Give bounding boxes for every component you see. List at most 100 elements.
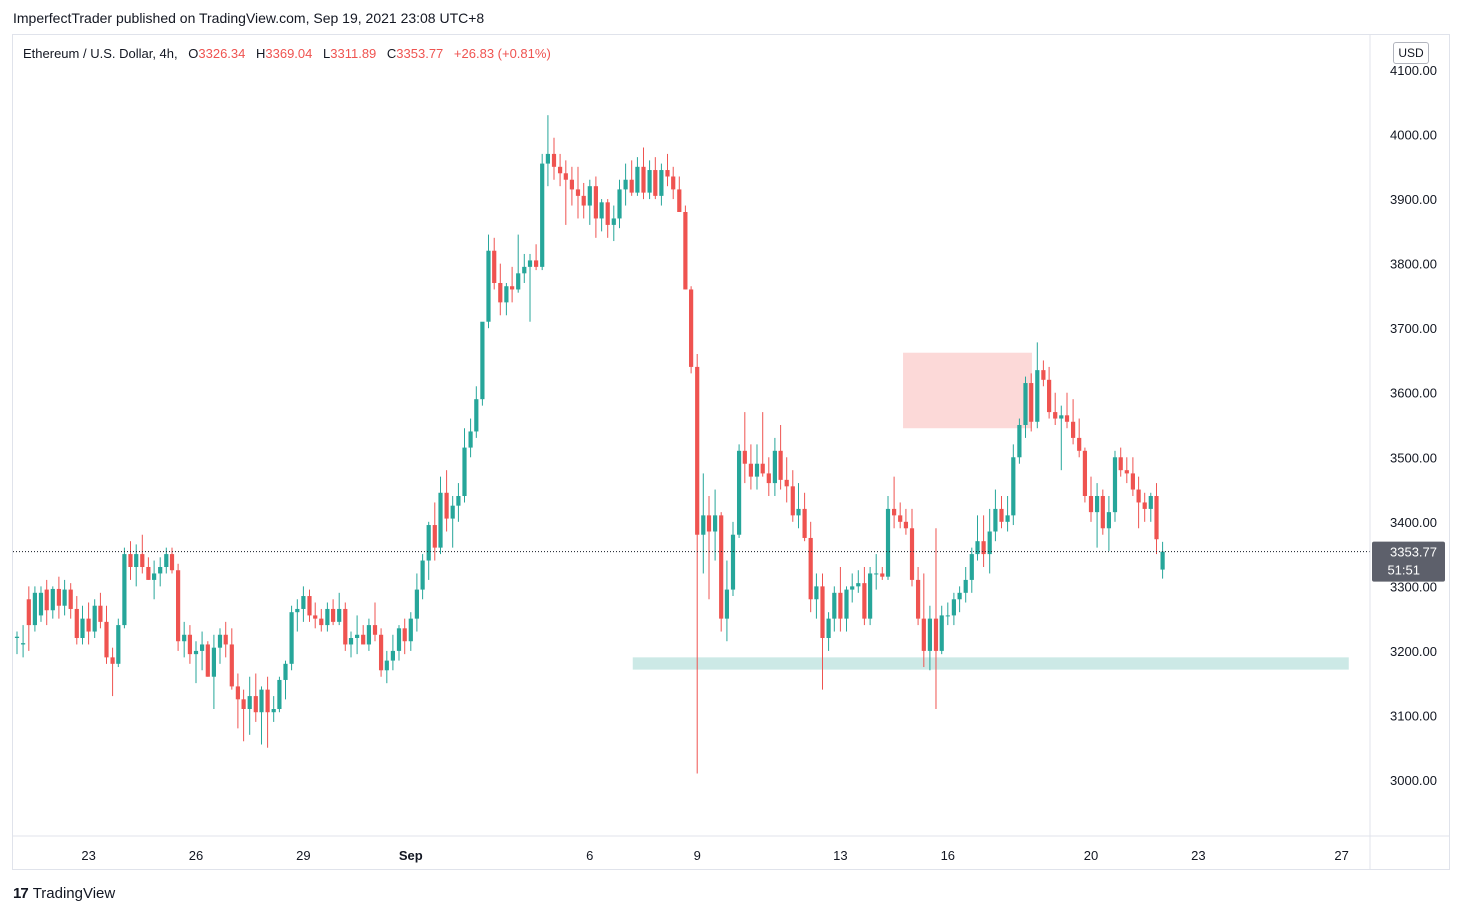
candle	[26, 586, 31, 651]
candle-body	[402, 628, 407, 642]
candle-body	[1041, 370, 1046, 380]
candle-body	[414, 589, 419, 619]
candle-body	[540, 163, 545, 267]
price-tick-label: 4000.00	[1390, 128, 1437, 143]
candle-body	[366, 625, 372, 645]
candle-body	[575, 189, 581, 196]
candle-body	[527, 260, 533, 267]
candle-body	[26, 599, 31, 626]
candle-body	[408, 618, 413, 642]
candle	[366, 618, 372, 651]
open-value: 3326.34	[198, 46, 246, 61]
candle-body	[343, 608, 348, 645]
candle	[348, 631, 354, 658]
candle	[1077, 418, 1082, 458]
candle	[713, 489, 718, 561]
candle-body	[826, 618, 831, 638]
candle-body	[563, 173, 568, 180]
candle	[844, 586, 849, 632]
candle-body	[1011, 457, 1016, 516]
candle	[605, 199, 610, 238]
time-tick-label: 29	[296, 848, 310, 863]
candle-body	[205, 644, 210, 677]
candle-body	[110, 657, 115, 664]
tradingview-logo[interactable]: 17 TradingView	[13, 885, 115, 902]
candle	[927, 605, 932, 671]
symbol-legend: Ethereum / U.S. Dollar, 4h, O3326.34 H33…	[23, 46, 551, 61]
candle-body	[164, 554, 169, 567]
candle	[104, 605, 109, 664]
candle-body	[868, 573, 873, 619]
candle	[289, 605, 294, 671]
candle-body	[420, 560, 425, 590]
candle	[1071, 399, 1076, 445]
candle-body	[713, 515, 718, 532]
candle-body	[14, 636, 20, 638]
candle	[1100, 489, 1105, 535]
candle	[301, 586, 306, 622]
candle	[736, 444, 742, 538]
candle	[993, 489, 998, 542]
publisher-line: ImperfectTrader published on TradingView…	[13, 10, 485, 26]
candle	[426, 521, 431, 580]
time-tick-label: 9	[694, 848, 701, 863]
candle-body	[1130, 473, 1135, 490]
candle-body	[1106, 512, 1111, 529]
candle	[689, 286, 694, 374]
candle-body	[98, 605, 103, 622]
price-tick-label: 4100.00	[1390, 63, 1437, 78]
candle	[325, 602, 330, 632]
candle-body	[44, 589, 49, 611]
candle-body	[719, 515, 724, 619]
candle	[313, 602, 318, 629]
candle-body	[850, 586, 855, 590]
candle	[56, 576, 61, 619]
currency-button[interactable]: USD	[1393, 42, 1429, 64]
candle	[909, 508, 915, 587]
candle-body	[1059, 415, 1064, 419]
candle-body	[748, 463, 753, 477]
candle-body	[635, 166, 640, 193]
price-tick-label: 3100.00	[1390, 708, 1437, 723]
candle	[205, 641, 210, 677]
candle	[724, 560, 730, 642]
candle-body	[378, 634, 384, 671]
time-tick-label: 23	[1191, 848, 1205, 863]
candle-body	[862, 583, 867, 619]
candle	[1130, 457, 1135, 496]
candle	[569, 166, 574, 206]
candle-body	[623, 179, 628, 190]
candle-body	[50, 588, 55, 611]
candle-body	[975, 541, 980, 555]
candle	[981, 515, 986, 567]
candle	[623, 163, 628, 206]
candle	[444, 470, 449, 532]
candle-body	[1136, 489, 1141, 503]
candle-body	[844, 589, 849, 619]
candle-body	[152, 573, 157, 580]
candle-body	[927, 618, 932, 651]
candle	[92, 599, 97, 638]
zone-layer	[632, 352, 1349, 670]
candle-body	[874, 573, 879, 575]
candle	[796, 483, 801, 529]
time-tick-label: 23	[81, 848, 95, 863]
price-tick-label: 3400.00	[1390, 515, 1437, 530]
candle-body	[522, 266, 527, 274]
candle-body	[951, 599, 956, 616]
candle	[158, 557, 163, 587]
candle-body	[337, 608, 342, 622]
candle	[939, 605, 944, 655]
candle-body	[462, 447, 467, 496]
candle	[522, 253, 527, 283]
candle	[1142, 492, 1147, 522]
tradingview-mark-icon: 17	[13, 885, 29, 902]
candle	[557, 153, 563, 187]
candle	[408, 612, 413, 651]
candle	[414, 573, 419, 632]
candle-body	[361, 634, 366, 645]
candle-body	[915, 579, 921, 619]
time-tick-label: Sep	[399, 848, 423, 863]
candle-body	[86, 618, 91, 632]
